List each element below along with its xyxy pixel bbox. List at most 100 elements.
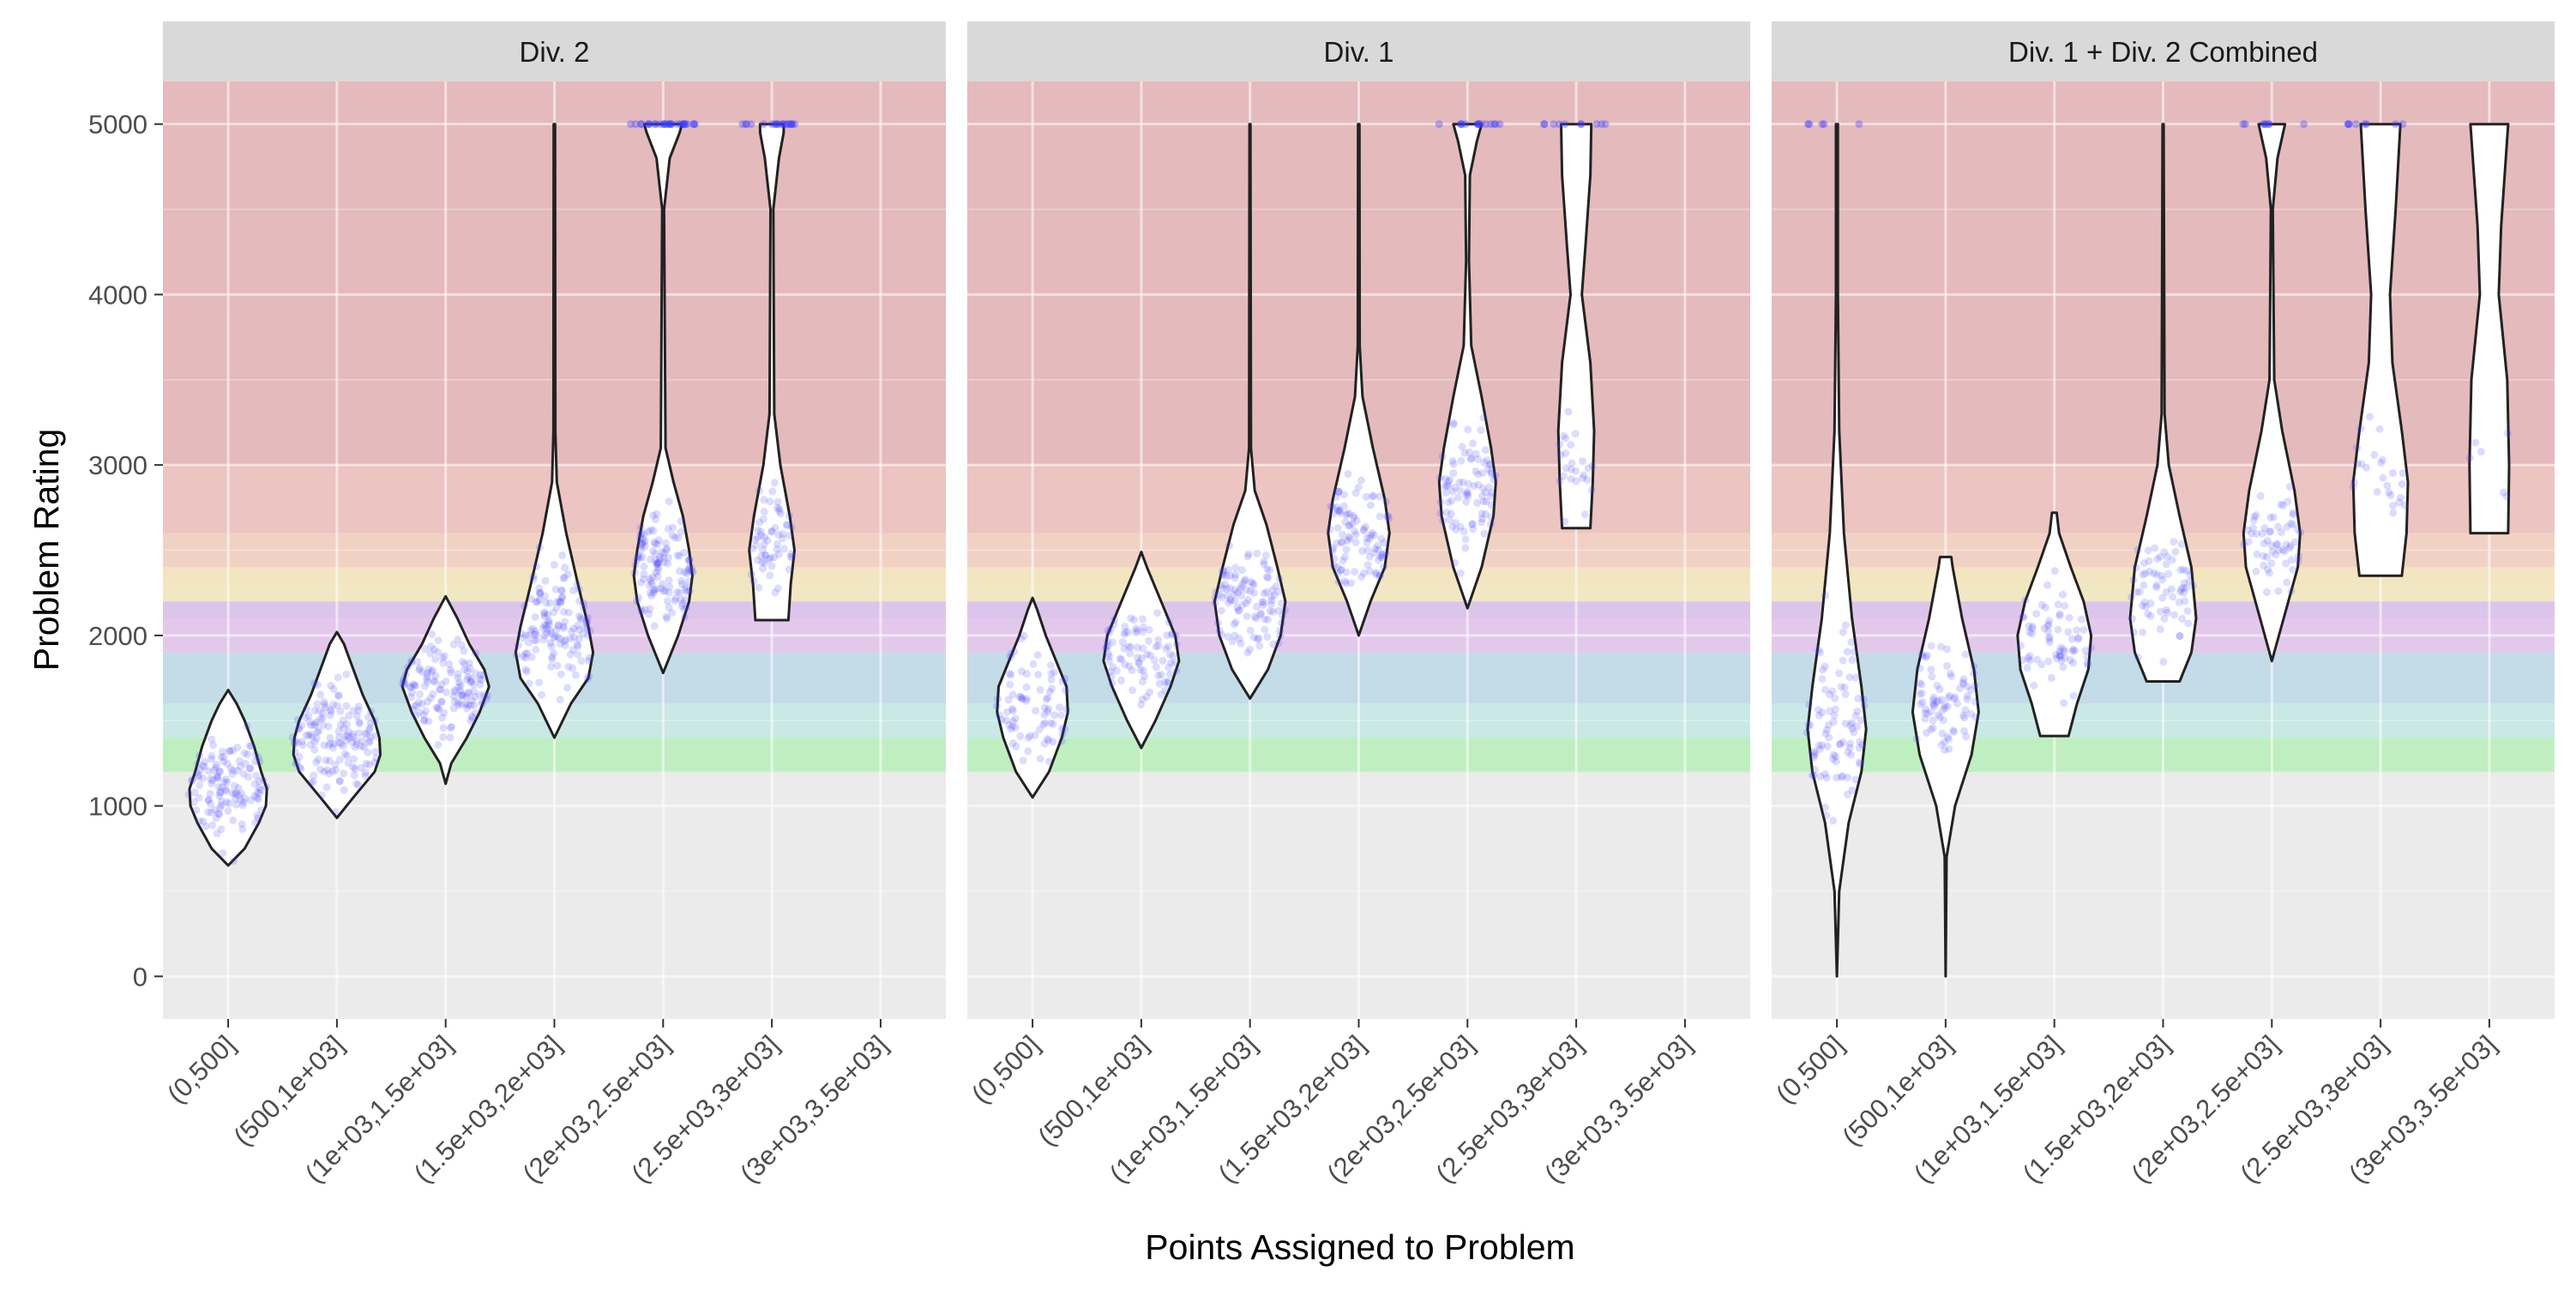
data-point xyxy=(1815,646,1823,654)
data-point xyxy=(1452,526,1460,534)
data-point xyxy=(1280,606,1289,614)
data-point xyxy=(538,690,545,699)
data-point xyxy=(1036,755,1044,763)
data-point xyxy=(464,673,472,681)
data-point xyxy=(2071,647,2079,655)
data-point xyxy=(355,718,364,726)
data-point xyxy=(2055,652,2064,660)
data-point xyxy=(2282,559,2290,568)
data-point xyxy=(290,739,298,748)
data-point xyxy=(1124,628,1132,636)
data-point xyxy=(1263,565,1272,573)
data-point xyxy=(1966,709,1975,718)
data-point xyxy=(442,677,450,685)
data-point xyxy=(1104,657,1113,666)
data-point xyxy=(2266,527,2274,536)
violin-shape xyxy=(2468,123,2511,535)
facet-strip xyxy=(163,21,946,81)
data-point xyxy=(437,697,446,706)
data-point xyxy=(2477,448,2485,456)
data-point xyxy=(1121,660,1129,669)
data-point xyxy=(1061,686,1069,695)
data-point xyxy=(761,533,769,542)
data-point xyxy=(1461,544,1470,552)
data-point xyxy=(1338,538,1346,546)
data-point xyxy=(246,764,254,773)
data-point xyxy=(423,669,431,678)
data-point xyxy=(665,582,674,591)
data-point xyxy=(1112,666,1121,675)
data-point xyxy=(1338,530,1346,539)
data-point xyxy=(1568,459,1576,467)
data-point xyxy=(352,712,361,720)
data-point xyxy=(1372,569,1381,576)
data-point xyxy=(1139,623,1147,631)
data-point xyxy=(569,586,577,594)
data-point xyxy=(1222,572,1231,581)
data-point xyxy=(556,635,564,643)
data-point xyxy=(1129,686,1136,695)
data-point xyxy=(239,769,248,778)
data-point xyxy=(1044,708,1052,716)
data-point xyxy=(215,792,224,800)
data-point xyxy=(2047,673,2055,682)
data-point xyxy=(1168,629,1177,637)
data-point xyxy=(400,679,409,688)
data-point xyxy=(657,584,665,593)
data-point xyxy=(548,655,557,663)
data-point xyxy=(1345,521,1354,529)
data-point xyxy=(637,542,646,551)
data-point xyxy=(1436,509,1445,517)
data-point xyxy=(1921,714,1929,723)
data-point xyxy=(1246,587,1255,595)
data-point xyxy=(680,612,689,621)
data-point xyxy=(371,732,380,740)
data-point xyxy=(1946,691,1954,700)
x-tick-label: (500,1e+03] xyxy=(1836,1029,1958,1151)
data-point xyxy=(2160,548,2169,557)
data-point xyxy=(2180,579,2188,588)
data-point xyxy=(1361,522,1369,531)
data-point xyxy=(291,748,299,757)
data-point xyxy=(399,679,407,688)
data-point xyxy=(2030,681,2038,690)
data-point xyxy=(1231,618,1240,626)
data-point xyxy=(558,593,566,601)
data-point xyxy=(310,707,319,714)
data-point xyxy=(1480,458,1489,467)
data-point xyxy=(1451,483,1460,491)
data-point xyxy=(1279,611,1287,619)
data-point xyxy=(237,796,245,805)
data-point xyxy=(2361,120,2369,129)
data-point xyxy=(544,618,552,626)
data-point xyxy=(1360,569,1368,577)
data-point xyxy=(788,553,797,562)
data-point xyxy=(306,740,315,749)
data-point xyxy=(1244,595,1252,604)
data-point xyxy=(216,804,225,812)
data-point xyxy=(1139,678,1147,686)
data-point xyxy=(315,726,323,735)
data-point xyxy=(529,572,538,581)
data-point xyxy=(2052,650,2061,659)
data-point xyxy=(1561,120,1569,129)
data-point xyxy=(2386,491,2395,499)
data-point xyxy=(1556,440,1564,449)
data-point xyxy=(677,527,685,536)
data-point xyxy=(651,540,659,548)
data-point xyxy=(1490,475,1498,484)
data-point xyxy=(1947,669,1954,678)
data-point xyxy=(1164,678,1172,686)
data-point xyxy=(2146,567,2153,576)
data-point xyxy=(2184,619,2193,628)
data-point xyxy=(361,729,370,738)
data-point xyxy=(2274,587,2283,595)
data-point xyxy=(2055,647,2064,655)
data-point xyxy=(535,678,544,687)
data-point xyxy=(454,683,463,691)
data-point xyxy=(742,120,750,129)
data-point xyxy=(1237,592,1245,600)
data-point xyxy=(220,778,228,786)
data-point xyxy=(519,634,527,642)
data-point xyxy=(352,780,360,788)
